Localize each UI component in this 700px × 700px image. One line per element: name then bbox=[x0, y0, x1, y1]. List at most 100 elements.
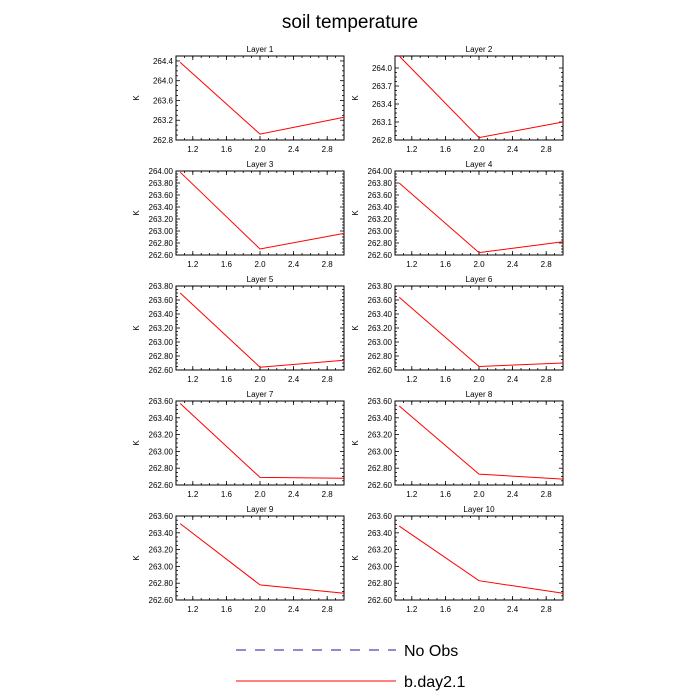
figure-title: soil temperature bbox=[282, 12, 418, 33]
x-tick-label: 1.6 bbox=[440, 605, 452, 614]
x-tick-label: 2.8 bbox=[322, 605, 334, 614]
y-tick-label: 264.00 bbox=[368, 167, 393, 176]
y-axis-label: K bbox=[351, 210, 360, 216]
plot-frame bbox=[175, 285, 345, 371]
x-tick-label: 2.4 bbox=[507, 605, 519, 614]
panel-layer-5: Layer 5 K 1.2 1.6 2.0 2.4 2.8 262.60 262.80 263.0… bbox=[132, 275, 345, 384]
series-line-b-day2-1 bbox=[398, 55, 564, 139]
x-tick-label: 1.6 bbox=[440, 260, 452, 269]
panel-layer-2: Layer 2 K 1.2 1.6 2.0 2.4 2.8 262.8 263.1 263.4 26… bbox=[351, 45, 564, 154]
x-tick-label: 2.0 bbox=[254, 375, 266, 384]
y-tick-label: 263.60 bbox=[368, 397, 393, 406]
y-tick-label: 262.80 bbox=[149, 352, 174, 361]
x-tick-label: 1.6 bbox=[440, 145, 452, 154]
y-axis-label: K bbox=[132, 325, 141, 331]
y-tick-label: 263.20 bbox=[368, 215, 393, 224]
y-tick-label: 263.20 bbox=[149, 546, 174, 555]
panel-layer-9: Layer 9 K 1.2 1.6 2.0 2.4 2.8 262.60 262.80 263.0… bbox=[132, 505, 345, 614]
x-tick-label: 2.4 bbox=[507, 490, 519, 499]
y-tick-label: 263.40 bbox=[149, 414, 174, 423]
panel-layer-4: Layer 4 K 1.2 1.6 2.0 2.4 2.8 262.60 262.80 263.0… bbox=[351, 160, 564, 269]
y-tick-label: 262.60 bbox=[368, 596, 393, 605]
x-tick-label: 2.4 bbox=[288, 605, 300, 614]
panel-title: Layer 7 bbox=[247, 390, 274, 399]
y-tick-label: 264.00 bbox=[149, 167, 174, 176]
y-tick-label: 263.4 bbox=[372, 100, 393, 109]
y-tick-label: 262.80 bbox=[368, 352, 393, 361]
panel-title: Layer 8 bbox=[466, 390, 493, 399]
y-tick-label: 263.00 bbox=[149, 338, 174, 347]
x-tick-label: 1.2 bbox=[406, 375, 418, 384]
y-tick-label: 263.00 bbox=[368, 447, 393, 456]
x-tick-label: 1.2 bbox=[187, 490, 199, 499]
y-tick-label: 263.80 bbox=[368, 179, 393, 188]
series-line-b-day2-1 bbox=[179, 62, 345, 135]
y-axis-label: K bbox=[351, 555, 360, 561]
y-tick-label: 262.80 bbox=[149, 239, 174, 248]
x-tick-label: 2.0 bbox=[254, 260, 266, 269]
plot-frame bbox=[394, 515, 564, 601]
x-tick-label: 2.4 bbox=[288, 145, 300, 154]
x-tick-label: 2.0 bbox=[254, 605, 266, 614]
legend-no-obs-label: No Obs bbox=[404, 643, 458, 660]
y-tick-label: 263.20 bbox=[149, 431, 174, 440]
y-tick-label: 263.6 bbox=[153, 96, 174, 105]
x-tick-label: 1.6 bbox=[221, 605, 233, 614]
x-tick-label: 1.6 bbox=[221, 375, 233, 384]
x-tick-label: 1.2 bbox=[406, 145, 418, 154]
x-tick-label: 2.4 bbox=[288, 375, 300, 384]
plot-frame bbox=[394, 285, 564, 371]
y-axis-label: K bbox=[132, 440, 141, 446]
y-tick-label: 263.40 bbox=[149, 203, 174, 212]
x-tick-label: 1.6 bbox=[440, 375, 452, 384]
series-line-b-day2-1 bbox=[179, 523, 345, 594]
panel-layer-3: Layer 3 K 1.2 1.6 2.0 2.4 2.8 262.60 262.80 263.0… bbox=[132, 160, 345, 269]
y-tick-label: 263.40 bbox=[368, 310, 393, 319]
panel-layer-8: Layer 8 K 1.2 1.6 2.0 2.4 2.8 262.60 262.80 263.0… bbox=[351, 390, 564, 499]
panel-title: Layer 2 bbox=[466, 45, 493, 54]
y-tick-label: 263.2 bbox=[153, 116, 174, 125]
x-tick-label: 1.2 bbox=[406, 260, 418, 269]
y-tick-label: 262.60 bbox=[149, 596, 174, 605]
series-line-b-day2-1 bbox=[179, 403, 345, 479]
y-tick-label: 262.60 bbox=[149, 366, 174, 375]
y-tick-label: 263.60 bbox=[149, 397, 174, 406]
x-tick-label: 2.8 bbox=[541, 260, 553, 269]
panel-layer-10: Layer 10 K 1.2 1.6 2.0 2.4 2.8 262.60 262.80 263.… bbox=[351, 505, 564, 614]
y-tick-label: 262.80 bbox=[149, 464, 174, 473]
y-tick-label: 263.20 bbox=[149, 324, 174, 333]
plot-frame bbox=[175, 400, 345, 486]
y-tick-label: 263.00 bbox=[368, 562, 393, 571]
panel-title: Layer 9 bbox=[247, 505, 274, 514]
y-tick-label: 262.80 bbox=[368, 579, 393, 588]
y-tick-label: 263.20 bbox=[368, 431, 393, 440]
x-tick-label: 2.0 bbox=[254, 490, 266, 499]
y-tick-label: 262.80 bbox=[368, 239, 393, 248]
plot-frame bbox=[175, 515, 345, 601]
x-tick-label: 2.8 bbox=[541, 145, 553, 154]
plot-frame bbox=[175, 55, 345, 141]
y-tick-label: 262.60 bbox=[368, 481, 393, 490]
series-line-b-day2-1 bbox=[398, 296, 564, 368]
x-tick-label: 2.8 bbox=[322, 490, 334, 499]
y-tick-label: 262.60 bbox=[368, 366, 393, 375]
y-axis-label: K bbox=[132, 95, 141, 101]
x-tick-label: 2.0 bbox=[473, 260, 485, 269]
y-tick-label: 263.20 bbox=[368, 324, 393, 333]
x-tick-label: 2.8 bbox=[541, 490, 553, 499]
y-tick-label: 262.8 bbox=[153, 136, 174, 145]
x-tick-label: 2.4 bbox=[507, 145, 519, 154]
plot-frame bbox=[175, 170, 345, 256]
x-tick-label: 1.2 bbox=[187, 145, 199, 154]
x-tick-label: 1.6 bbox=[221, 260, 233, 269]
y-tick-label: 263.40 bbox=[368, 203, 393, 212]
y-tick-label: 263.40 bbox=[149, 310, 174, 319]
y-tick-label: 263.00 bbox=[149, 227, 174, 236]
y-axis-label: K bbox=[351, 440, 360, 446]
y-tick-label: 264.4 bbox=[153, 57, 174, 66]
y-tick-label: 263.40 bbox=[149, 529, 174, 538]
legend: No Obs b.day2.1 bbox=[236, 643, 465, 691]
panel-title: Layer 6 bbox=[466, 275, 493, 284]
x-tick-label: 1.6 bbox=[221, 145, 233, 154]
y-tick-label: 263.60 bbox=[149, 512, 174, 521]
